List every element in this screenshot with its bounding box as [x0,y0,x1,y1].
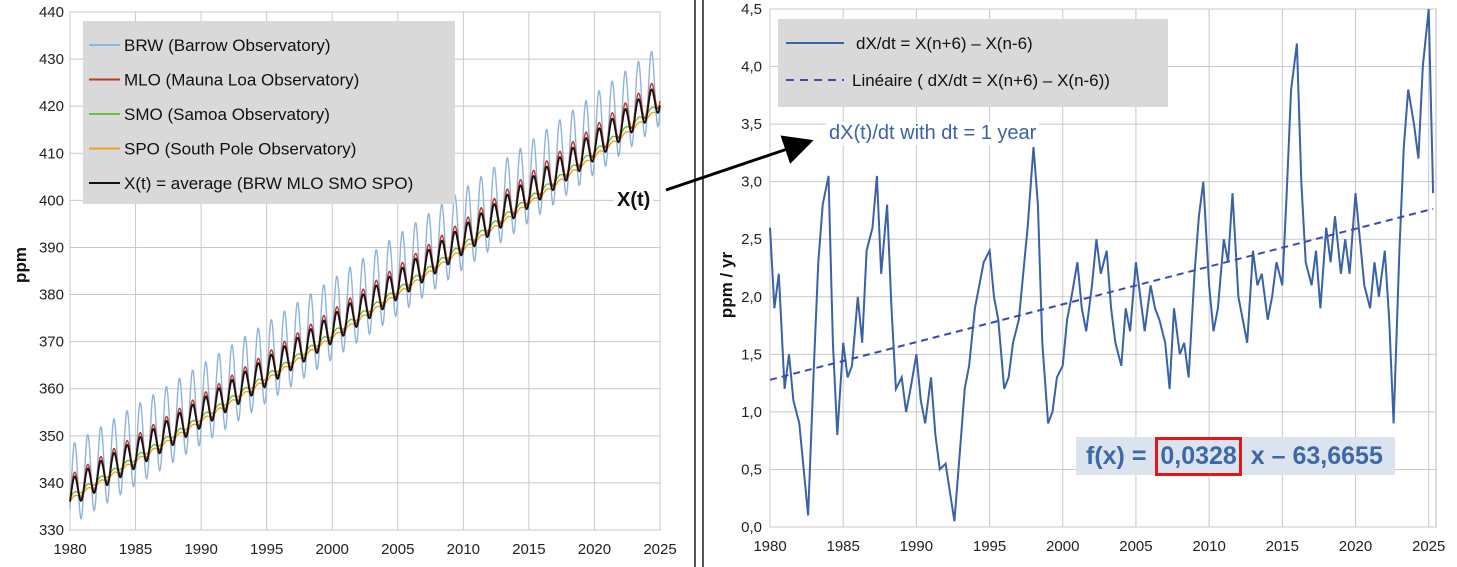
right-legend: dX/dt = X(n+6) – X(n-6) Linéaire ( dX/dt … [778,19,1168,107]
left-x-tick-label: 2005 [381,541,414,558]
formula-slope-highlight: 0,0328 [1155,436,1242,476]
right-y-tick-label: 4,5 [741,1,762,18]
left-x-tick-label: 1990 [184,541,217,558]
right-series [769,8,1435,522]
left-series-line-1 [69,82,661,500]
left-series [69,50,661,520]
left-y-tick-label: 420 [39,98,64,115]
left-co2-chart: 330 340 350 360 370 380 390 400 410 420 430 440 1980… [11,4,677,558]
left-x-tick-label: 1985 [119,541,152,558]
right-chart-panel: 0,0 0,5 1,0 1,5 2,0 2,5 3,0 3,5 4,0 4,5 1980 1985 19… [702,0,1457,567]
left-x-tick-label: 2015 [512,541,545,558]
left-y-tick-label: 340 [39,475,64,492]
formula-prefix: f(x) = [1086,441,1154,470]
right-derivative-chart: 0,0 0,5 1,0 1,5 2,0 2,5 3,0 3,5 4,0 4,5 1980 1985 19… [717,1,1445,555]
right-legend-label-0: dX/dt = X(n+6) – X(n-6) [856,34,1033,53]
right-x-tick-label: 1985 [826,538,859,555]
left-chart-panel: 330 340 350 360 370 380 390 400 410 420 430 440 1980… [0,0,696,567]
right-y-tick-label: 4,0 [741,59,762,76]
left-series-line-2 [69,104,661,499]
left-y-tick-label: 360 [39,381,64,398]
left-y-tick-label: 380 [39,287,64,304]
left-y-tick-label: 440 [39,4,64,21]
right-y-tick-label: 2,5 [741,231,762,248]
left-y-tick-label: 390 [39,239,64,256]
left-legend-label-3: SPO (South Pole Observatory) [124,140,356,159]
left-y-tick-label: 350 [39,428,64,445]
left-y-tick-label: 330 [39,522,64,539]
left-y-tick-label: 400 [39,192,64,209]
left-legend-label-2: SMO (Samoa Observatory) [124,105,330,124]
left-series-line-0 [69,50,661,520]
right-y-tick-label: 3,0 [741,174,762,191]
right-y-tick-label: 0,0 [741,519,762,536]
left-y-tick-label: 410 [39,145,64,162]
left-y-axis-title: ppm [11,247,30,283]
left-series-line-3 [69,109,661,502]
left-legend: BRW (Barrow Observatory) MLO (Mauna Loa O… [83,21,455,204]
left-x-tick-label: 2025 [643,541,676,558]
left-x-tick-label: 2020 [578,541,611,558]
x-of-t-annotation: X(t) [614,189,654,212]
derivative-subtitle: dX(t)/dt with dt = 1 year [826,122,1040,145]
left-series-line-4 [69,88,661,502]
left-y-tick-label: 370 [39,334,64,351]
right-x-tick-label: 1990 [900,538,933,555]
right-y-tick-label: 3,5 [741,116,762,133]
right-x-tick-label: 2020 [1339,538,1372,555]
right-y-axis-title: ppm / yr [717,252,736,319]
trend-formula-box: f(x) = 0,0328 x – 63,6655 [1076,436,1395,476]
left-legend-label-0: BRW (Barrow Observatory) [124,36,331,55]
left-y-tick-label: 430 [39,51,64,68]
left-x-tick-label: 2010 [447,541,480,558]
left-axes: 330 340 350 360 370 380 390 400 410 420 430 440 1980… [39,4,677,558]
right-x-tick-label: 2025 [1412,538,1445,555]
left-x-tick-label: 1995 [250,541,283,558]
left-x-tick-label: 1980 [53,541,86,558]
left-legend-label-4: X(t) = average (BRW MLO SMO SPO) [124,174,413,193]
left-x-tick-label: 2000 [316,541,349,558]
right-y-tick-label: 1,0 [741,404,762,421]
right-x-tick-label: 2015 [1266,538,1299,555]
right-x-tick-label: 1995 [973,538,1006,555]
right-x-tick-label: 2005 [1119,538,1152,555]
right-y-tick-label: 2,0 [741,289,762,306]
left-legend-label-1: MLO (Mauna Loa Observatory) [124,71,359,90]
right-legend-box [778,19,1168,107]
left-legend-box [83,21,455,204]
right-x-tick-label: 1980 [753,538,786,555]
right-series-line [769,8,1435,522]
right-x-tick-label: 2000 [1046,538,1079,555]
formula-suffix: x – 63,6655 [1243,441,1383,470]
right-axes: 0,0 0,5 1,0 1,5 2,0 2,5 3,0 3,5 4,0 4,5 1980 1985 19… [741,1,1445,555]
right-trend-line [769,207,1434,381]
right-legend-label-1: Linéaire ( dX/dt = X(n+6) – X(n-6)) [852,71,1110,90]
right-y-tick-label: 0,5 [741,461,762,478]
right-y-tick-label: 1,5 [741,346,762,363]
right-x-tick-label: 2010 [1192,538,1225,555]
